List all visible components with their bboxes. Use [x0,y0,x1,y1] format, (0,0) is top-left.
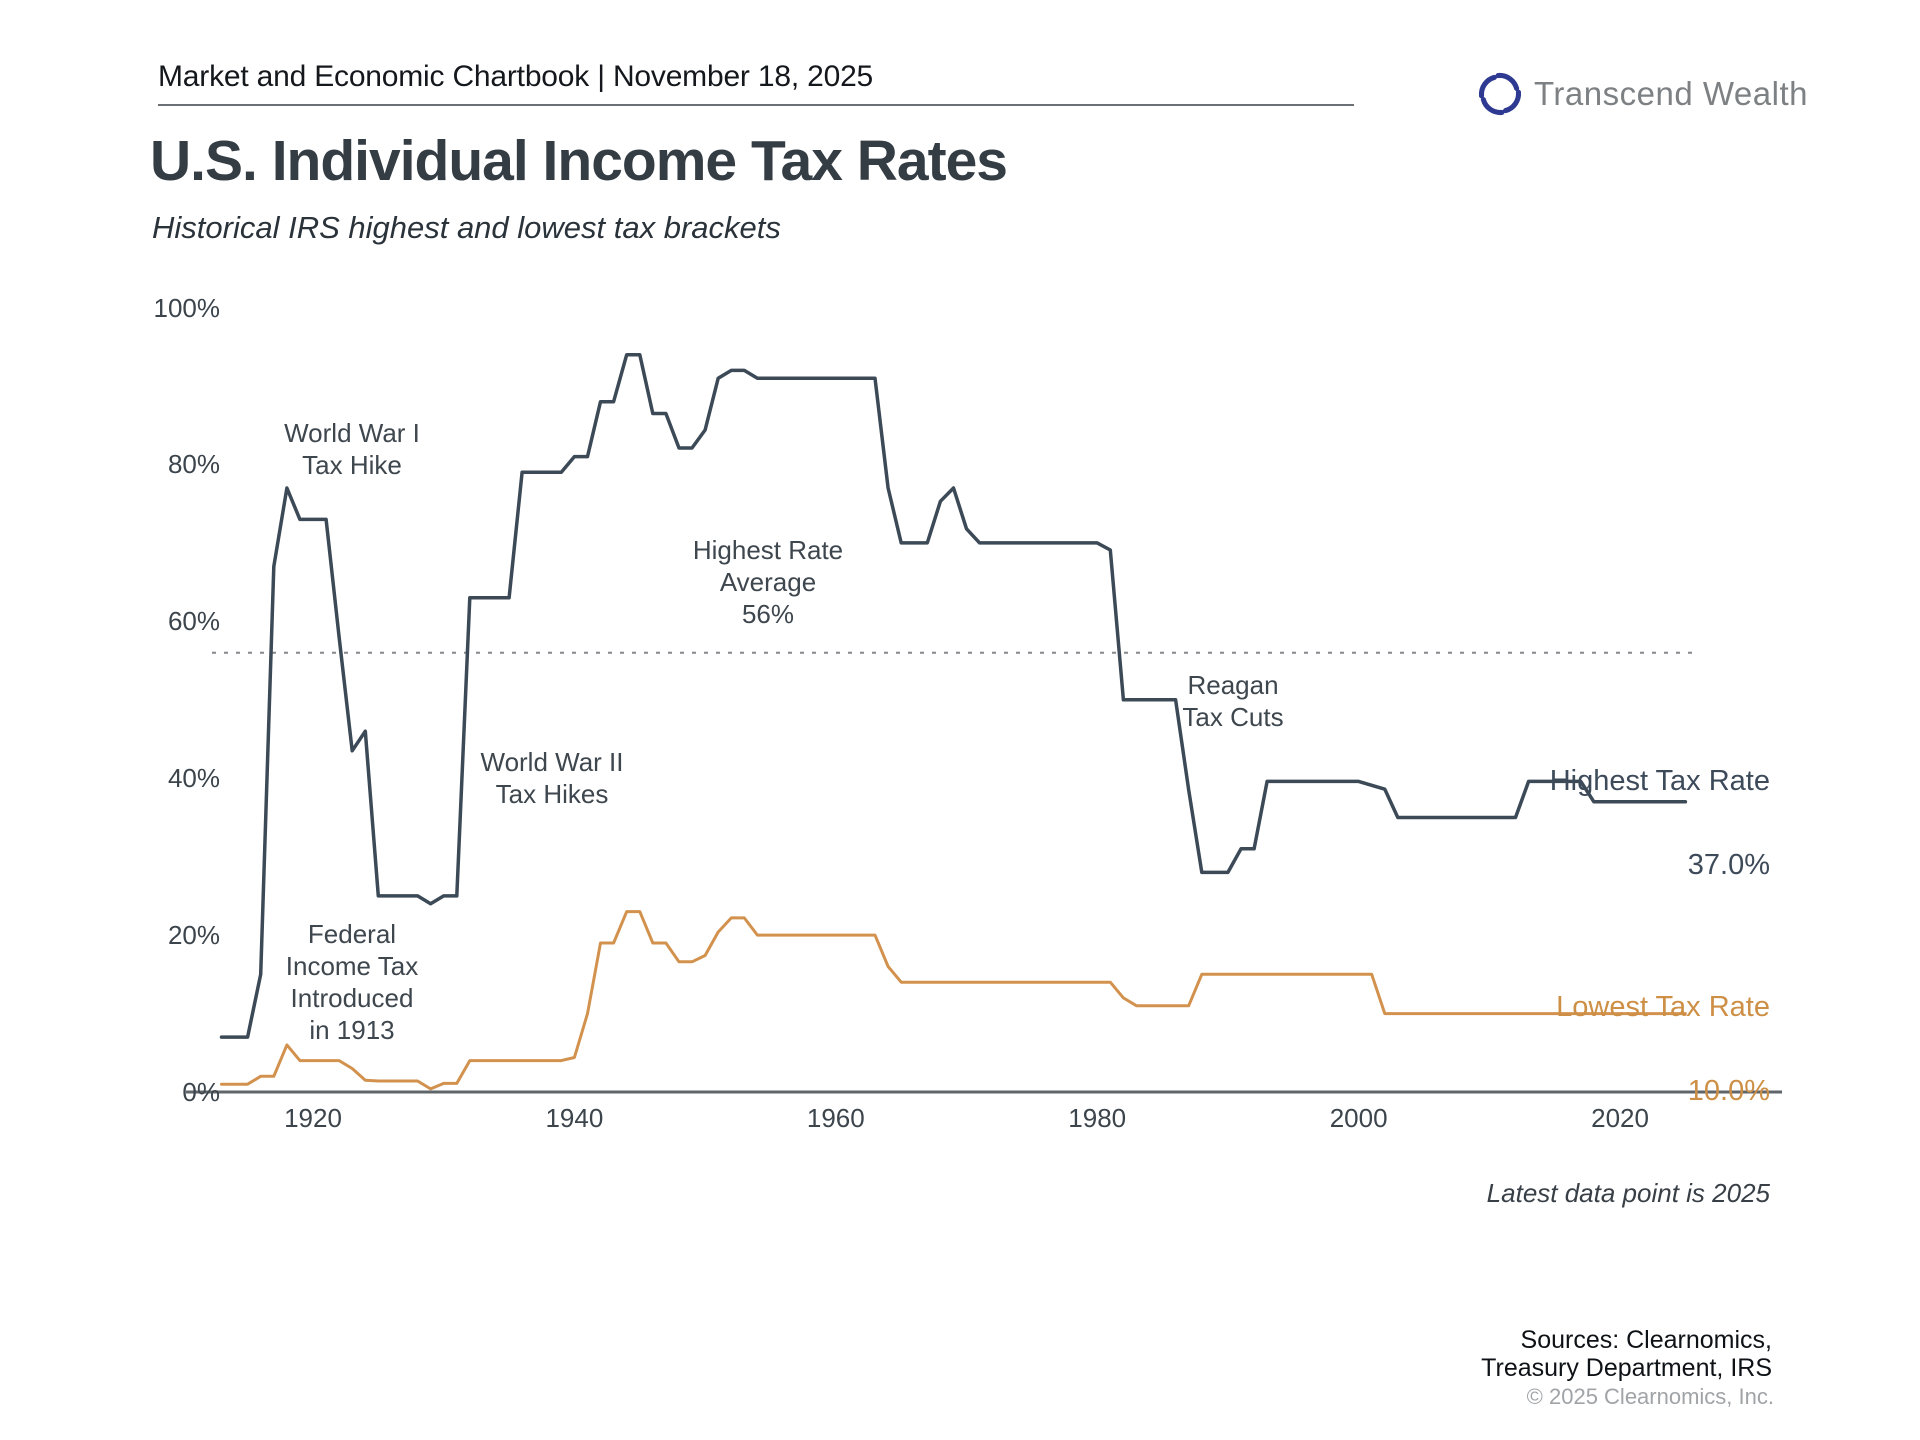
x-tick-1920: 1920 [284,1103,342,1133]
y-tick-20: 20% [167,920,220,951]
header-divider [158,104,1354,106]
highest-rate-label-value: 37.0% [1687,849,1770,881]
page-subtitle: Historical IRS highest and lowest tax br… [152,210,781,245]
transcend-wealth-logo-icon [1476,68,1524,120]
lowest-rate-label-value: 10.0% [1687,1075,1770,1107]
page-title: U.S. Individual Income Tax Rates [150,129,1008,193]
y-tick-80: 80% [167,449,220,480]
lowest-rate-label: Lowest Tax Rate 10.0% [1556,944,1770,1154]
chartbook-header: Market and Economic Chartbook | November… [158,60,874,93]
x-tick-1940: 1940 [545,1103,604,1133]
annotation-federal-income-tax: Federal Income Tax Introduced in 1913 [285,919,419,1045]
y-tick-40: 40% [167,763,220,794]
y-tick-60: 60% [167,606,220,637]
x-tick-1980: 1980 [1068,1103,1127,1133]
y-tick-100: 100% [153,292,221,323]
lowest-rate-line [220,910,1687,1091]
latest-data-note: Latest data point is 2025 [1486,1178,1770,1208]
brand-name: Transcend Wealth [1534,75,1808,112]
copyright-text: © 2025 Clearnomics, Inc. [1526,1384,1774,1409]
brand-logo: Transcend Wealth [1476,68,1808,120]
x-tick-1960: 1960 [806,1103,865,1133]
sources-text: Sources: Clearnomics, Treasury Departmen… [1481,1326,1772,1382]
annotation-world-war-2: World War II Tax Hikes [480,747,624,809]
highest-rate-label: Highest Tax Rate 37.0% [1550,718,1770,928]
annotation-world-war-1: World War I Tax Hike [284,418,420,480]
annotation-reagan-tax-cuts: Reagan Tax Cuts [1182,670,1284,732]
highest-rate-line [219,352,1688,1039]
x-tick-2000: 2000 [1329,1103,1388,1133]
lowest-rate-label-title: Lowest Tax Rate [1556,991,1770,1023]
annotation-highest-rate-avg: Highest Rate Average 56% [692,535,844,629]
highest-rate-label-title: Highest Tax Rate [1549,765,1770,797]
y-tick-0: 0% [182,1077,220,1107]
x-tick-2020: 2020 [1591,1103,1649,1133]
